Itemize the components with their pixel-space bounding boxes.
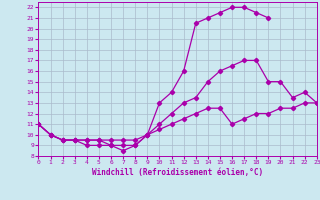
X-axis label: Windchill (Refroidissement éolien,°C): Windchill (Refroidissement éolien,°C) (92, 168, 263, 177)
